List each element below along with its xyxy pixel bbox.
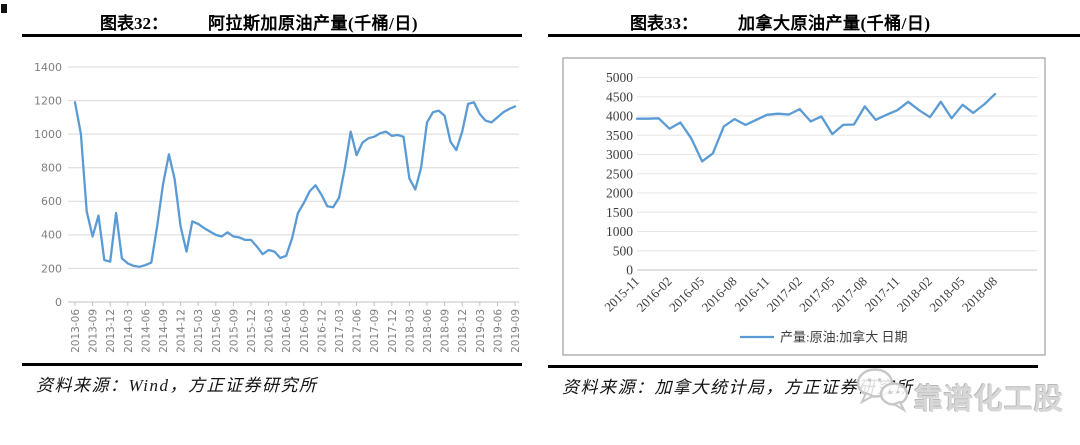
figure-32-header: 图表32： 阿拉斯加原油产量(千桶/日) (22, 8, 522, 37)
svg-text:2016-05: 2016-05 (666, 274, 707, 315)
svg-text:2017-02: 2017-02 (764, 274, 805, 315)
svg-text:2019-09: 2019-09 (510, 309, 522, 353)
svg-text:0: 0 (626, 263, 633, 278)
figure-32-alaska: 图表32： 阿拉斯加原油产量(千桶/日) 0 200 400 600 800 1000 12… (22, 8, 522, 395)
svg-text:2017-03: 2017-03 (334, 309, 346, 353)
plot-box (562, 57, 1046, 356)
canada-production-chart: 0 500 1000 1500 2000 2500 3000 3500 4000 4500 5000… (562, 57, 1046, 356)
svg-text:2019-03: 2019-03 (475, 309, 487, 353)
wechat-icon (856, 368, 909, 413)
svg-text:2016-03: 2016-03 (264, 309, 276, 353)
svg-text:2015-03: 2015-03 (193, 309, 205, 353)
svg-text:2018-12: 2018-12 (457, 309, 469, 353)
production-line (635, 92, 997, 163)
watermark: 靠谱化工股 (854, 366, 1064, 418)
svg-text:400: 400 (41, 229, 62, 242)
svg-text:2015-09: 2015-09 (228, 309, 240, 353)
svg-text:2018-02: 2018-02 (894, 274, 935, 315)
svg-text:2014-09: 2014-09 (158, 309, 170, 353)
svg-text:2015-11: 2015-11 (601, 274, 642, 315)
svg-text:2016-08: 2016-08 (699, 274, 740, 315)
svg-text:2018-05: 2018-05 (926, 274, 967, 315)
svg-text:2018-08: 2018-08 (959, 274, 1000, 315)
x-axis-labels: 2015-112016-022016-052016-082016-112017-… (601, 274, 1000, 315)
svg-text:2016-06: 2016-06 (281, 309, 293, 353)
gridlines (637, 77, 1037, 271)
svg-text:3000: 3000 (606, 147, 633, 162)
svg-text:0: 0 (55, 296, 62, 309)
svg-text:2017-06: 2017-06 (352, 309, 364, 353)
svg-text:1000: 1000 (34, 128, 62, 141)
svg-text:200: 200 (41, 262, 62, 275)
svg-text:2017-08: 2017-08 (829, 274, 870, 315)
svg-text:4000: 4000 (606, 109, 633, 124)
svg-text:2015-06: 2015-06 (211, 309, 223, 353)
svg-text:2017-12: 2017-12 (387, 309, 399, 353)
svg-text:2014-06: 2014-06 (140, 309, 152, 353)
figure-33-header: 图表33： 加拿大原油产量(千桶/日) (548, 8, 1080, 37)
figure-32-label: 图表32： (100, 14, 168, 33)
svg-text:2018-03: 2018-03 (404, 309, 416, 353)
svg-text:2017-05: 2017-05 (796, 274, 837, 315)
svg-text:2019-06: 2019-06 (492, 309, 504, 353)
svg-text:2013-09: 2013-09 (88, 309, 100, 353)
watermark-text: 靠谱化工股 (914, 384, 1065, 416)
figure-33-footer: 资料来源：加拿大统计局，方正证券研究所 (548, 365, 1038, 398)
svg-text:2016-02: 2016-02 (633, 274, 674, 315)
svg-text:产量:原油:加拿大 日期: 产量:原油:加拿大 日期 (780, 330, 907, 345)
svg-text:1200: 1200 (34, 94, 62, 107)
svg-text:600: 600 (41, 195, 62, 208)
legend: 产量:原油:加拿大 日期 (740, 330, 907, 345)
figure-32-footer: 资料来源：Wind，方正证券研究所 (22, 363, 522, 396)
screenshot-artifact (1, 4, 7, 13)
svg-text:2015-12: 2015-12 (246, 309, 258, 353)
svg-text:800: 800 (41, 162, 62, 175)
y-axis-labels: 0 200 400 600 800 1000 1200 1400 (34, 61, 62, 309)
svg-text:2014-12: 2014-12 (176, 309, 188, 353)
svg-text:2018-09: 2018-09 (440, 309, 452, 353)
svg-text:2016-11: 2016-11 (731, 274, 772, 315)
svg-text:2013-12: 2013-12 (105, 309, 117, 353)
svg-text:2500: 2500 (606, 166, 633, 181)
svg-text:500: 500 (613, 243, 634, 258)
x-axis-labels: 2013-06 2013-09 2013-12 2014-03 2014-06 2014-… (70, 302, 522, 353)
figure-32-title: 阿拉斯加原油产量(千桶/日) (208, 14, 419, 33)
svg-text:3500: 3500 (606, 128, 633, 143)
svg-text:2016-09: 2016-09 (299, 309, 311, 353)
svg-text:5000: 5000 (606, 70, 633, 85)
figure-32-source: 资料来源：Wind，方正证券研究所 (36, 376, 318, 395)
svg-text:1000: 1000 (606, 224, 633, 239)
svg-text:2000: 2000 (606, 186, 633, 201)
svg-text:1500: 1500 (606, 205, 633, 220)
svg-text:2017-09: 2017-09 (369, 309, 381, 353)
production-line (73, 101, 517, 268)
svg-text:2016-12: 2016-12 (316, 309, 328, 353)
figure-33-label: 图表33： (630, 14, 698, 33)
svg-text:2017-11: 2017-11 (862, 274, 903, 315)
svg-text:2014-03: 2014-03 (123, 309, 135, 353)
svg-text:1400: 1400 (34, 61, 62, 74)
figure-33-title: 加拿大原油产量(千桶/日) (738, 14, 931, 33)
svg-text:2013-06: 2013-06 (70, 309, 82, 353)
figure-33-source: 资料来源：加拿大统计局，方正证券研究所 (562, 378, 914, 397)
figure-33-canada: 图表33： 加拿大原油产量(千桶/日) 0 500 1000 1500 2000 2500… (548, 8, 1080, 416)
y-axis-labels: 0 500 1000 1500 2000 2500 3000 3500 4000 4500 5000 (606, 70, 633, 278)
svg-text:2018-06: 2018-06 (422, 309, 434, 353)
svg-text:4500: 4500 (606, 89, 633, 104)
